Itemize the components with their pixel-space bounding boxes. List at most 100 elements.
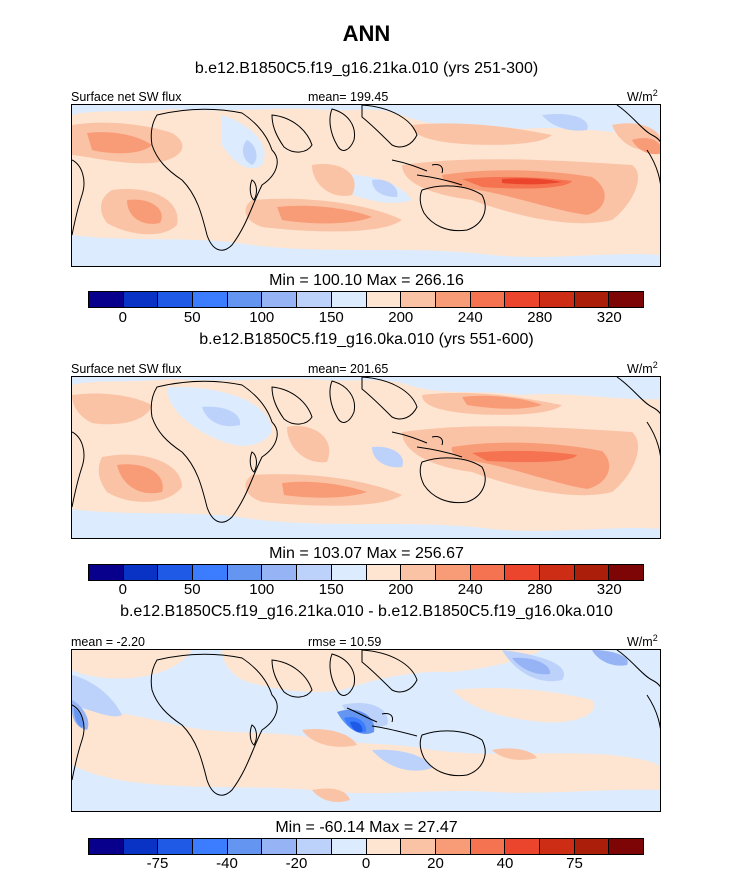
colorbar-swatch [297, 565, 332, 580]
panel2-title: b.e12.B1850C5.f19_g16.0ka.010 (yrs 551-6… [199, 331, 534, 348]
panel1-units-sup: 2 [652, 88, 658, 98]
colorbar-swatch [123, 292, 159, 307]
colorbar-tick-label: 20 [427, 855, 444, 872]
panel3-minmax: Min = -60.14 Max = 27.47 [275, 819, 458, 836]
panel3-field-mid2 [592, 650, 628, 666]
colorbar-swatch [331, 292, 367, 307]
colorbar-tick-label: 40 [496, 855, 514, 872]
panel2-madagascar-outline [249, 451, 257, 473]
panel2-minmax: Min = 103.07 Max = 256.67 [269, 545, 464, 562]
panel1-field-lightblue3 [222, 115, 265, 169]
panel2-coastlines [72, 377, 660, 523]
panel1-field-lightblue [72, 105, 660, 134]
panel2-map [71, 376, 661, 539]
panel2-colorbar-labels: 0 50 100 150 200 240 280 320 [88, 581, 644, 601]
panel2-field-blue2 [372, 446, 403, 468]
panel3-field-pink2 [222, 650, 542, 692]
colorbar-swatch [158, 292, 194, 307]
panel2-field-lightblue2 [72, 509, 660, 538]
panel2-field-orange6 [287, 426, 330, 463]
panel2-field-dark2 [282, 481, 367, 498]
panel3-colorbar [88, 838, 644, 855]
colorbar-swatch [609, 292, 643, 307]
colorbar-swatch [505, 565, 540, 580]
panel1-minmax: Min = 100.10 Max = 266.16 [269, 272, 464, 289]
colorbar-swatch [435, 292, 471, 307]
colorbar-swatch [366, 565, 402, 580]
colorbar-swatch [331, 565, 367, 580]
panel2-field-orange1 [72, 393, 152, 425]
panel2-field-dark4 [462, 395, 542, 409]
colorbar-swatch [470, 839, 506, 854]
panel3-rmse-label: rmse = 10.59 [308, 635, 382, 649]
colorbar-tick-label: -75 [146, 855, 169, 872]
panel2-asia-outline [361, 377, 418, 420]
panel3-madagascar-outline [249, 724, 257, 746]
panel1-africa-outline [150, 108, 278, 251]
colorbar-tick-label: 150 [318, 309, 344, 326]
colorbar-swatch [539, 292, 575, 307]
panel3-mean-label: mean = -2.20 [71, 635, 146, 649]
colorbar-swatch [89, 839, 124, 854]
colorbar-swatch [262, 565, 298, 580]
colorbar-tick-label: 280 [527, 309, 553, 326]
panel2-australia-outline [419, 457, 486, 504]
panel3-australia-outline [419, 730, 486, 777]
panel2-field-dark1 [117, 464, 163, 494]
colorbar-swatch [123, 565, 159, 580]
colorbar-tick-label: 320 [596, 309, 622, 326]
colorbar-swatch [193, 839, 228, 854]
panel3-field-blue4 [372, 749, 432, 771]
colorbar-swatch [401, 292, 436, 307]
panel3-field-orange3 [312, 788, 350, 802]
colorbar-tick-label: 100 [249, 581, 275, 598]
colorbar-swatch [539, 565, 575, 580]
panel2-variable-label: Surface net SW flux [71, 362, 182, 376]
panel2-field-blue1 [202, 406, 241, 427]
panel3-units-text: W/m [627, 635, 653, 650]
colorbar-swatch [574, 565, 610, 580]
colorbar-tick-label: 320 [596, 581, 622, 598]
panel2-colorbar [88, 564, 644, 581]
panel3-americas-outline [616, 650, 660, 730]
colorbar-swatch [262, 839, 298, 854]
panel3-asia-outline [361, 650, 418, 693]
colorbar-swatch [401, 565, 436, 580]
panel2-india-outline [329, 380, 356, 423]
colorbar-swatch [158, 839, 194, 854]
panel1-field-orange6 [312, 164, 355, 196]
panel2-field-dark5 [472, 450, 577, 463]
panel3-sa-outline [72, 704, 85, 781]
panel1-sa-outline [72, 159, 85, 236]
panel1-field-dark3 [277, 205, 372, 224]
panel3-indonesia-outline [346, 707, 418, 737]
colorbar-swatch [470, 292, 506, 307]
panel2-map-svg [72, 377, 660, 538]
panel1-units-text: W/m [627, 90, 653, 105]
colorbar-tick-label: 0 [118, 309, 127, 326]
panel2-units-sup: 2 [652, 360, 658, 370]
panel3-india-outline [329, 653, 356, 696]
panel1-field-blue2 [372, 179, 398, 197]
colorbar-swatch [505, 839, 540, 854]
colorbar-swatch [227, 565, 263, 580]
colorbar-tick-label: 0 [361, 855, 371, 872]
panel1-title: b.e12.B1850C5.f19_g16.21ka.010 (yrs 251-… [194, 60, 539, 77]
panel3-field-mid1 [512, 657, 551, 675]
panel3-field-orange2 [492, 748, 537, 760]
panel1-field-blue3 [542, 113, 588, 131]
panel3-field-pink4 [452, 688, 595, 723]
colorbar-swatch [470, 565, 506, 580]
colorbar-swatch [609, 565, 643, 580]
colorbar-swatch [89, 565, 124, 580]
panel1-arabia-outline [271, 114, 313, 153]
panel3-coastlines [72, 650, 660, 796]
panel1-australia-outline [419, 185, 486, 232]
figure-title: ANN [342, 21, 391, 46]
colorbar-tick-label: 50 [183, 309, 201, 326]
colorbar-swatch [609, 839, 643, 854]
panel1-map [71, 104, 661, 267]
panel1-indonesia-outline [391, 159, 463, 186]
colorbar-tick-label: 100 [249, 309, 275, 326]
colorbar-swatch [331, 839, 367, 854]
